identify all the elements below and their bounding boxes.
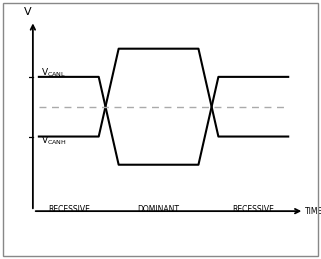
Text: V: V — [24, 7, 32, 17]
Text: V$_{\mathsf{CANH}}$: V$_{\mathsf{CANH}}$ — [41, 135, 66, 147]
Text: DOMINANT: DOMINANT — [138, 205, 179, 213]
Text: TIME: TIME — [305, 207, 321, 216]
Text: RECESSIVE: RECESSIVE — [232, 205, 274, 213]
Text: RECESSIVE: RECESSIVE — [48, 205, 90, 213]
Text: V$_{\mathsf{CANL}}$: V$_{\mathsf{CANL}}$ — [41, 66, 66, 78]
